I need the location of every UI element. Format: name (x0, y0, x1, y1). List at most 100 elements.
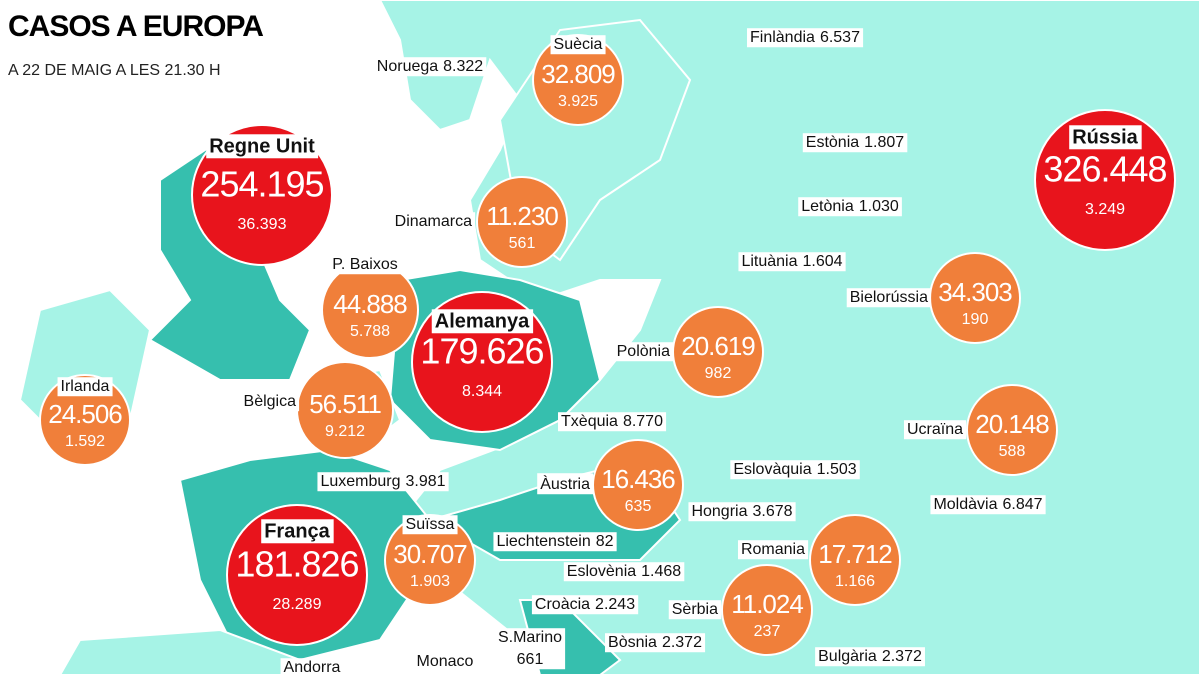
label-box (605, 633, 706, 653)
country-name: Irlanda (61, 378, 110, 395)
cases: 3.678 (752, 503, 792, 520)
country-label-text: Croàcia 2.243 (535, 596, 635, 613)
label-box (537, 473, 594, 495)
bubble (966, 384, 1058, 476)
country-label: Andorra (280, 658, 344, 675)
label-box (730, 460, 860, 480)
country-bubble: 30.707 1.903 Suïssa (384, 514, 476, 606)
cases: 254.195 (200, 164, 323, 205)
bubble (384, 514, 476, 606)
country-bubble: 181.826 28.289 França (226, 504, 368, 646)
label-box (373, 57, 487, 77)
deaths: 9.212 (325, 423, 365, 440)
label-box (930, 495, 1046, 515)
country-label: Lituània 1.604 (738, 252, 846, 272)
cases: 24.506 (48, 399, 122, 429)
country-label-text: Letònia 1.030 (801, 198, 899, 215)
deaths: 28.289 (273, 596, 322, 613)
label-box (846, 288, 932, 308)
country-name: Eslovàquia (733, 461, 811, 478)
country-bubble: 32.809 3.925 Suècia (532, 34, 624, 126)
country-name: Luxemburg (320, 473, 400, 490)
country-name: Noruega (377, 58, 438, 75)
country-bubble: 34.303 190 Bielorússia (846, 252, 1021, 344)
deaths: 588 (999, 443, 1026, 460)
country-name: S.Marino (498, 629, 562, 646)
country-label-text: Monaco (417, 653, 474, 670)
country-name: Bulgària (818, 648, 877, 665)
bubble (191, 124, 333, 266)
country-name: Regne Unit (209, 135, 315, 157)
cases: 82 (596, 533, 614, 550)
cases: 1.030 (859, 198, 899, 215)
cases: 16.436 (601, 464, 675, 494)
country-bubble: 11.024 237 Sèrbia (668, 564, 813, 656)
cases: 32.809 (541, 59, 615, 89)
country-name: P. Baixos (332, 256, 398, 273)
subtitle: A 22 DE MAIG A LES 21.30 H (8, 62, 221, 79)
country-label-text: Liechtenstein 82 (496, 533, 613, 550)
country-label: Txèquia 8.770 (558, 412, 667, 432)
country-name: Eslovènia (567, 563, 636, 580)
cases: 20.619 (681, 331, 755, 361)
cases: 56.511 (309, 389, 381, 419)
label-box (57, 377, 113, 397)
country-name: Alemanya (435, 310, 530, 332)
cases: 6.537 (820, 29, 860, 46)
cases: 17.712 (818, 539, 892, 569)
label-box (613, 342, 674, 362)
country-name: Andorra (284, 659, 341, 675)
country-name: Rússia (1072, 126, 1138, 148)
country-name: Polònia (617, 343, 670, 360)
cases: 2.243 (595, 596, 635, 613)
country-label-text: Eslovàquia 1.503 (733, 461, 856, 478)
country-name: França (264, 520, 330, 542)
country-bubble: 24.506 1.592 Irlanda (39, 374, 131, 466)
country-name: Suïssa (406, 516, 455, 533)
country-label: Estònia 1.807 (802, 133, 908, 153)
country-label-text: Bulgària 2.372 (818, 648, 922, 665)
label-box (747, 28, 864, 48)
cases: 1.604 (803, 253, 843, 270)
country-name: Liechtenstein (496, 533, 590, 550)
cases: 3.981 (406, 473, 446, 490)
country-bubble: 16.436 635 Àustria (537, 439, 684, 531)
label-box (329, 255, 401, 275)
country-name: Txèquia (561, 413, 618, 430)
cases: 8.770 (623, 413, 663, 430)
label-box (317, 472, 449, 492)
country-bubble: 326.448 3.249 Rússia (1034, 109, 1176, 251)
bubble (721, 564, 813, 656)
country-name: Hongria (691, 503, 747, 520)
label-box (402, 515, 458, 535)
country-name: Letònia (801, 198, 854, 215)
deaths: 36.393 (238, 216, 287, 233)
label-box (815, 647, 925, 667)
cases: 179.626 (420, 331, 543, 372)
country-label: Hongria 3.678 (688, 502, 796, 522)
label-box (493, 532, 617, 552)
cases: 326.448 (1043, 149, 1166, 190)
country-name: Croàcia (535, 596, 590, 613)
deaths: 1.166 (835, 573, 875, 590)
deaths: 1.592 (65, 433, 105, 450)
country-name: Suècia (554, 36, 603, 53)
label-box (280, 658, 344, 675)
cases: 1.468 (641, 563, 681, 580)
country-label-text: Lituània 1.604 (741, 253, 842, 270)
country-label-text: Moldàvia 6.847 (933, 496, 1042, 513)
country-name: Bèlgica (244, 393, 297, 410)
country-label-text: Txèquia 8.770 (561, 413, 663, 430)
country-label: Letònia 1.030 (798, 197, 902, 217)
country-label-text: Estònia 1.807 (806, 134, 905, 151)
deaths: 561 (509, 235, 536, 252)
country-bubble: 254.195 36.393 Regne Unit (191, 124, 333, 266)
country-label: S.Marino 661 (494, 628, 566, 670)
country-name: Estònia (806, 134, 859, 151)
bubble (532, 34, 624, 126)
label-box (431, 309, 534, 334)
cases: 181.826 (235, 544, 358, 585)
cases: 1.503 (817, 461, 857, 478)
